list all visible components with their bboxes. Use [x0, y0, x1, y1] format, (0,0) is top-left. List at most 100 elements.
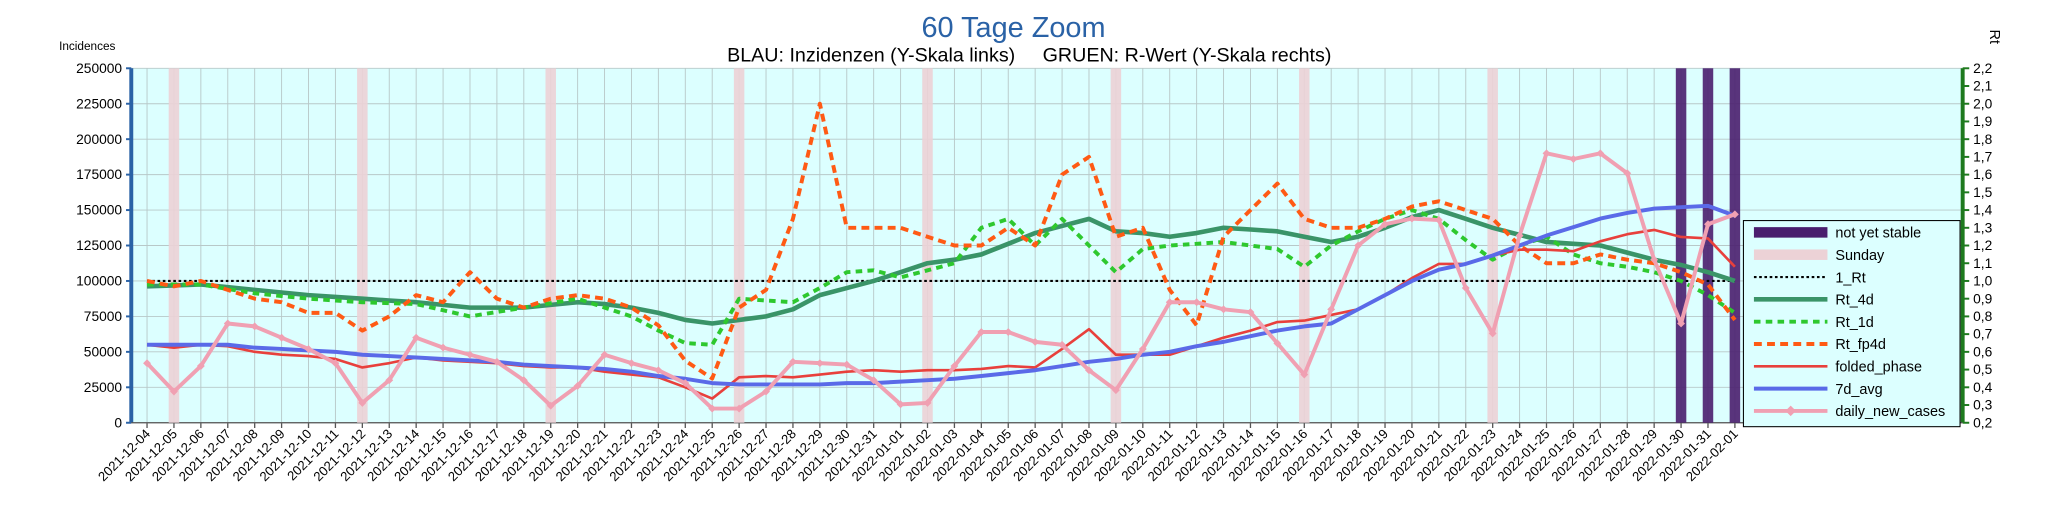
y-tick-label: 125000	[76, 238, 122, 253]
line-rt-1d	[147, 208, 1736, 347]
y-tick-label: 225000	[76, 96, 122, 111]
bar	[1487, 68, 1498, 423]
marker	[1219, 305, 1228, 314]
legend-swatch	[1753, 249, 1828, 260]
legend-label: Rt_4d	[1835, 293, 1874, 309]
marker	[1461, 284, 1470, 292]
marker	[762, 387, 770, 396]
marker	[1085, 366, 1093, 375]
marker	[304, 345, 313, 353]
chart-title: 60 Tage Zoom	[921, 12, 1105, 44]
y2-tick-label: 1,5	[1973, 185, 1992, 200]
marker	[385, 376, 394, 385]
legend-label: folded_phase	[1835, 360, 1922, 376]
marker	[358, 398, 367, 407]
y2-tick-label: 1,4	[1973, 203, 1992, 218]
y2-tick-label: 0,3	[1973, 398, 1992, 413]
legend-marker	[1785, 405, 1796, 417]
marker	[977, 328, 986, 336]
marker	[573, 381, 582, 390]
y2-tick-label: 1,3	[1973, 220, 1992, 235]
marker	[1354, 241, 1363, 250]
marker	[1677, 319, 1686, 328]
marker	[492, 357, 501, 366]
marker	[681, 379, 690, 387]
y-tick-label: 75000	[84, 309, 123, 324]
y2-tick-label: 0,2	[1973, 415, 1992, 430]
marker	[1569, 155, 1578, 163]
y2-axis-label: Rt	[1986, 30, 2002, 44]
bar	[1702, 68, 1714, 423]
marker	[708, 404, 717, 413]
y2-tick-label: 0,6	[1973, 344, 1992, 359]
y-tick-label: 175000	[76, 167, 122, 182]
bar	[1729, 68, 1741, 423]
bar	[545, 68, 556, 423]
y2-tick-label: 2,2	[1973, 61, 1992, 76]
marker	[1058, 340, 1067, 349]
legend-label: Rt_1d	[1835, 315, 1874, 331]
bar	[168, 68, 180, 423]
y-axis-label: Incidences	[59, 39, 115, 53]
marker	[842, 360, 851, 369]
marker	[250, 322, 259, 331]
y-tick-label: 100000	[76, 274, 122, 289]
marker	[896, 400, 905, 409]
y2-tick-label: 1,7	[1973, 149, 1992, 164]
legend: not yet stable Sunday 1_Rt Rt_4d Rt_1d Rt_fp4…	[1742, 220, 1961, 428]
bar	[733, 68, 745, 423]
marker	[1704, 220, 1712, 229]
marker	[331, 359, 340, 368]
legend-label: 1_Rt	[1835, 270, 1866, 286]
y2-tick-label: 1,6	[1973, 167, 1992, 182]
y2-tick-label: 0,8	[1973, 309, 1992, 324]
y-tick-label: 250000	[76, 61, 122, 76]
marker	[277, 333, 286, 342]
marker	[1650, 255, 1659, 264]
marker	[1246, 308, 1255, 317]
marker	[1138, 345, 1147, 353]
y2-tick-label: 1,2	[1973, 238, 1992, 253]
marker	[1111, 386, 1120, 395]
line-daily-new-cases	[145, 151, 1736, 411]
chart-subtitle: BLAU: Inzidenzen (Y-Skala links) GRUEN: …	[727, 45, 1331, 67]
bar	[1675, 68, 1687, 423]
y2-tick-label: 0,5	[1973, 362, 1992, 377]
y-tick-label: 25000	[84, 380, 123, 395]
line-rt-fp4d	[146, 101, 1737, 381]
marker	[466, 350, 474, 359]
marker	[143, 359, 151, 368]
y2-tick-label: 2,0	[1973, 96, 1992, 111]
marker	[1623, 169, 1632, 178]
marker	[950, 362, 959, 370]
marker	[1165, 298, 1174, 307]
bar	[1299, 68, 1310, 423]
bar	[1110, 68, 1122, 423]
y-tick-label: 150000	[76, 203, 122, 218]
marker	[1004, 328, 1013, 336]
y2-tick-label: 1,8	[1973, 132, 1992, 147]
marker	[1031, 337, 1040, 346]
marker	[735, 404, 744, 413]
legend-swatch	[1753, 227, 1828, 238]
bar	[922, 68, 933, 423]
y2-tick-label: 0,4	[1973, 380, 1992, 395]
bar	[357, 68, 368, 423]
legend-label: Rt_fp4d	[1835, 337, 1886, 353]
legend-label: 7d_avg	[1835, 382, 1882, 398]
legend-label: Sunday	[1835, 248, 1885, 264]
y-tick-label: 50000	[84, 344, 123, 359]
marker	[1273, 339, 1282, 348]
marker	[627, 359, 636, 368]
marker	[923, 398, 932, 407]
marker	[546, 401, 555, 410]
marker	[439, 343, 448, 352]
marker	[1327, 305, 1336, 314]
marker	[1488, 329, 1497, 338]
y2-tick-label: 1,1	[1973, 256, 1992, 271]
marker	[869, 376, 878, 385]
legend-label: daily_new_cases	[1835, 404, 1945, 420]
y2-tick-label: 1,0	[1973, 274, 1992, 289]
